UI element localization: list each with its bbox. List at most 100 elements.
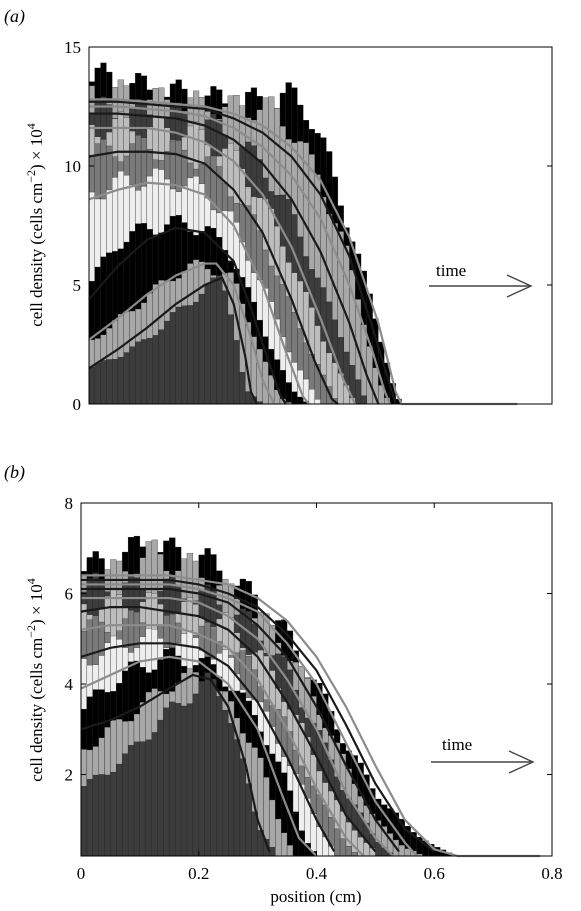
histogram-bar <box>180 705 188 857</box>
histogram-bar <box>175 703 182 857</box>
y-tick-label: 0 <box>73 395 82 414</box>
histogram-bar <box>221 290 229 405</box>
model-curve <box>89 100 397 405</box>
model-curve <box>80 655 318 857</box>
model-curve <box>89 112 380 405</box>
histogram-bar <box>228 723 235 857</box>
model-curve <box>81 578 435 853</box>
model-curve <box>80 642 336 853</box>
histogram-bar <box>314 399 321 405</box>
y-tick-label: 2 <box>65 766 74 785</box>
histogram-bar <box>94 362 101 405</box>
histogram-bar <box>146 337 153 405</box>
panel-b-label: (b) <box>4 462 25 483</box>
panel-b-x-ticks: 0 0.2 0.4 0.6 0.8 <box>77 503 563 883</box>
histogram-bar <box>216 276 223 405</box>
panel-b-bars <box>80 535 458 857</box>
histogram-bar <box>86 779 93 857</box>
histogram-bar <box>239 758 247 857</box>
histogram-bar <box>281 832 288 857</box>
panel-a: (a) 0 5 10 15 cell density (cells cm−2) × 1… <box>4 6 553 414</box>
histogram-bar <box>233 739 241 857</box>
model-curve <box>88 150 339 405</box>
histogram-bar <box>360 395 367 405</box>
histogram-bar <box>192 693 199 857</box>
histogram-bar <box>117 357 124 405</box>
histogram-bar <box>339 838 347 857</box>
histogram-bar <box>316 826 323 857</box>
histogram-bar <box>100 360 107 405</box>
histogram-bar <box>227 314 234 405</box>
model-curve <box>88 262 276 405</box>
histogram-bar <box>210 277 217 405</box>
histogram-bar <box>285 382 292 405</box>
histogram-bar <box>140 339 148 405</box>
y-tick-label: 15 <box>64 38 81 57</box>
histogram-bar <box>291 391 298 405</box>
model-curve <box>81 583 418 857</box>
histogram-bar <box>181 305 188 405</box>
x-tick-label: 0 <box>77 864 86 883</box>
histogram-bar <box>269 847 276 857</box>
histogram-bar <box>345 846 352 857</box>
histogram-bar <box>122 753 129 857</box>
histogram-bar <box>135 341 142 405</box>
panel-a-frame <box>88 46 553 405</box>
histogram-bar <box>133 741 141 857</box>
model-curve <box>88 181 310 405</box>
x-tick-label: 0.6 <box>424 864 445 883</box>
histogram-bar <box>193 301 200 405</box>
panel-a-y-ticks: 0 5 10 15 <box>64 38 552 414</box>
histogram-bar <box>164 320 171 405</box>
histogram-bar <box>198 681 205 857</box>
histogram-bar <box>123 352 130 405</box>
histogram-bar <box>152 335 159 405</box>
histogram-bar <box>275 818 282 857</box>
y-tick-label: 4 <box>65 675 74 694</box>
histogram-bar <box>334 828 341 857</box>
histogram-bar <box>204 672 211 857</box>
panel-b-x-axis-label: position (cm) <box>270 887 361 906</box>
panel-b-time-arrow <box>431 750 535 774</box>
histogram-bar <box>398 845 405 857</box>
histogram-bar <box>127 745 135 857</box>
x-tick-label: 0.8 <box>541 864 562 883</box>
model-curve <box>81 587 400 853</box>
histogram-bar <box>233 340 240 405</box>
histogram-bar <box>331 362 339 405</box>
histogram-bar <box>239 372 246 405</box>
model-curve <box>88 226 287 405</box>
histogram-bar <box>198 293 205 405</box>
model-curve <box>80 624 365 857</box>
y-tick-label: 6 <box>65 585 74 604</box>
histogram-bar <box>112 359 119 405</box>
panel-b-model-curves <box>80 574 541 858</box>
histogram-bar <box>158 329 165 405</box>
histogram-bar <box>110 771 117 857</box>
histogram-bar <box>106 359 113 405</box>
histogram-bar <box>210 678 217 857</box>
histogram-bar <box>245 391 252 405</box>
model-curve <box>89 126 357 405</box>
histogram-bar <box>92 774 99 857</box>
histogram-bar <box>145 739 152 857</box>
histogram-bar <box>186 703 194 857</box>
histogram-bar <box>129 346 136 405</box>
histogram-bar <box>151 732 158 857</box>
panel-a-model-curves <box>88 98 518 406</box>
x-tick-label: 0.2 <box>188 864 209 883</box>
histogram-bar <box>169 701 176 857</box>
histogram-bar <box>116 763 123 857</box>
x-tick-label: 0.4 <box>306 864 328 883</box>
histogram-bar <box>104 774 111 857</box>
histogram-bar <box>351 852 358 857</box>
panel-b: (b) 2 4 6 8 0 0.2 0.4 0.6 0.8 cell density (cel… <box>4 462 563 906</box>
model-curve <box>81 596 394 857</box>
panel-b-y-ticks: 2 4 6 8 <box>65 494 552 785</box>
histogram-bar <box>297 396 304 405</box>
panel-a-y-axis-label: cell density (cells cm−2) × 104 <box>24 123 46 327</box>
panel-a-label: (a) <box>4 6 25 27</box>
histogram-bar <box>98 774 105 857</box>
panel-a-time-label: time <box>436 261 466 280</box>
